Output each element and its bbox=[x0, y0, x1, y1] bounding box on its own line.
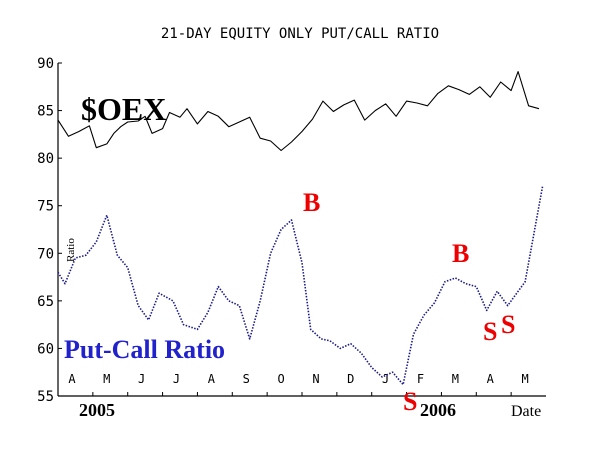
x-month-label: F bbox=[417, 372, 424, 386]
x-month-label: J bbox=[173, 372, 180, 386]
series-line bbox=[57, 186, 544, 386]
x-month-label: M bbox=[452, 372, 459, 386]
y-tick-label: 75 bbox=[37, 199, 54, 215]
y-tick-label: 60 bbox=[37, 341, 54, 357]
x-month-label: N bbox=[312, 372, 319, 386]
pcr-series-label: Put-Call Ratio bbox=[64, 335, 225, 364]
chart-title: 21-DAY EQUITY ONLY PUT/CALL RATIO bbox=[161, 26, 439, 42]
y-tick-label: 85 bbox=[37, 104, 54, 120]
oex-series-label: $OEX bbox=[81, 91, 166, 127]
x-month-label: M bbox=[103, 372, 110, 386]
buy-signal-mar: B bbox=[452, 239, 469, 268]
sell-signal-apr-1: S bbox=[483, 317, 497, 346]
buy-signal-nov: B bbox=[303, 188, 320, 217]
x-month-label: A bbox=[68, 372, 76, 386]
y-tick-label: 80 bbox=[37, 151, 54, 167]
x-month-label: A bbox=[487, 372, 495, 386]
x-month-label: J bbox=[382, 372, 389, 386]
y-tick-label: 65 bbox=[37, 294, 54, 310]
y-axis-label: Ratio bbox=[65, 238, 77, 262]
x-month-label: J bbox=[138, 372, 145, 386]
x-month-label: O bbox=[277, 372, 284, 386]
series-line bbox=[57, 71, 540, 152]
sell-signal-apr-2: S bbox=[501, 310, 515, 339]
series-lines bbox=[57, 71, 544, 386]
x-month-label: A bbox=[208, 372, 216, 386]
year-label-2005: 2005 bbox=[79, 400, 115, 420]
y-tick-label: 70 bbox=[37, 246, 54, 262]
x-month-label: S bbox=[243, 372, 250, 386]
sell-signal-feb: S bbox=[403, 387, 417, 416]
y-axis-ticks: 55 60 65 70 75 80 85 90 bbox=[37, 56, 62, 405]
x-month-label: D bbox=[347, 372, 354, 386]
y-tick-label: 90 bbox=[37, 56, 54, 72]
x-axis-label: Date bbox=[511, 403, 541, 420]
year-label-2006: 2006 bbox=[420, 400, 456, 420]
y-tick-label: 55 bbox=[37, 389, 54, 405]
x-month-label: M bbox=[521, 372, 528, 386]
